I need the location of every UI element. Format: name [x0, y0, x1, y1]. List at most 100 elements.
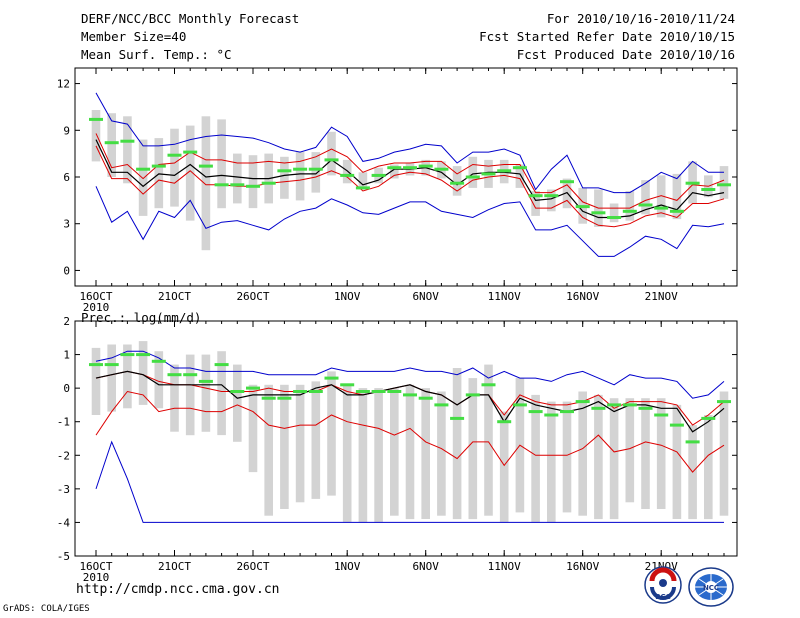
median-mark: [136, 167, 151, 171]
ensemble-box: [468, 378, 478, 520]
median-mark: [403, 393, 417, 397]
ensemble-box: [468, 156, 478, 188]
median-mark: [167, 153, 182, 157]
forecast-period-label: For 2010/10/16-2010/11/24: [546, 11, 735, 26]
median-mark: [324, 158, 339, 162]
ensemble-box: [672, 173, 682, 220]
ensemble-box: [91, 110, 101, 162]
median-mark: [136, 353, 151, 357]
median-mark: [607, 216, 622, 219]
y-tick-label: 9: [63, 124, 70, 137]
median-mark: [308, 167, 323, 171]
y-tick-label: -3: [57, 483, 70, 496]
x-tick-label: 26OCT: [236, 560, 269, 573]
ensemble-box: [217, 351, 226, 436]
ensemble-box: [264, 384, 273, 516]
median-mark: [685, 440, 700, 444]
ensemble-box: [531, 191, 540, 216]
year-label: 2010: [83, 571, 110, 584]
ensemble-box: [248, 384, 258, 473]
median-mark: [622, 403, 637, 407]
median-mark: [512, 403, 527, 407]
ensemble-box: [656, 175, 666, 218]
median-mark: [214, 363, 229, 367]
median-mark: [434, 167, 449, 171]
median-mark: [151, 359, 166, 363]
ensemble-box: [358, 388, 368, 523]
y-tick-label: -4: [57, 516, 71, 529]
ensemble-box: [233, 364, 242, 442]
ensemble-box: [656, 398, 666, 509]
year-label: 2010: [83, 301, 110, 314]
median-mark: [293, 390, 308, 393]
median-mark: [544, 194, 559, 198]
median-mark: [418, 164, 433, 168]
x-tick-label: 21OCT: [158, 560, 191, 573]
forecast-start-label: Fcst Started Refer Date 2010/10/15: [479, 29, 735, 44]
ensemble-box: [311, 381, 321, 499]
median-mark: [528, 410, 543, 414]
median-mark: [638, 406, 653, 410]
ensemble-box: [625, 398, 635, 503]
median-mark: [89, 363, 103, 367]
x-tick-label: 6NOV: [412, 290, 439, 303]
ensemble-box: [280, 384, 289, 509]
median-mark: [183, 373, 198, 377]
y-tick-label: -5: [57, 550, 70, 563]
precip-panel-title: Prec.: log(mm/d): [81, 310, 202, 325]
ensemble-box: [154, 138, 164, 209]
median-mark: [512, 166, 527, 170]
median-mark: [246, 386, 260, 390]
ensemble-box: [672, 404, 682, 519]
median-mark: [387, 390, 402, 393]
x-tick-label: 21OCT: [158, 290, 191, 303]
ensemble-box: [185, 354, 195, 436]
ensemble-box: [547, 189, 556, 212]
median-mark: [717, 183, 731, 187]
ensemble-box: [170, 364, 179, 432]
median-mark: [560, 180, 574, 184]
median-mark: [701, 188, 716, 191]
median-mark: [497, 420, 512, 424]
ensemble-box: [609, 398, 619, 520]
ensemble-box: [547, 401, 556, 523]
grads-credit: GrADS: COLA/IGES: [3, 604, 90, 614]
median-mark: [701, 416, 716, 420]
median-mark: [183, 150, 198, 154]
y-tick-label: -1: [57, 416, 70, 429]
median-mark: [277, 396, 292, 400]
ensemble-box: [107, 113, 116, 177]
ensemble-box: [390, 164, 399, 179]
mean-line: [95, 370, 725, 433]
x-tick-label: 16NOV: [566, 560, 599, 573]
source-url[interactable]: http://cmdp.ncc.cma.gov.cn: [76, 582, 280, 597]
median-mark: [371, 173, 386, 177]
ensemble-box: [515, 164, 525, 188]
min-line: [95, 186, 725, 257]
median-mark: [607, 403, 622, 407]
y-tick-label: -2: [57, 449, 70, 462]
median-mark: [685, 181, 700, 185]
median-mark: [355, 186, 370, 190]
ensemble-box: [201, 354, 211, 432]
ensemble-box: [280, 156, 289, 199]
ensemble-box: [295, 152, 305, 201]
x-tick-label: 1NOV: [334, 290, 361, 303]
ensemble-box: [719, 166, 729, 199]
max-line: [95, 350, 725, 399]
ensemble-box: [154, 351, 164, 409]
y-tick-label: 0: [63, 264, 70, 277]
median-mark: [387, 166, 402, 170]
member-size-label: Member Size=40: [81, 29, 187, 44]
x-tick-label: 1NOV: [334, 560, 361, 573]
ensemble-box: [233, 153, 242, 204]
ensemble-box: [641, 180, 650, 215]
y-tick-label: 1: [63, 349, 70, 362]
median-mark: [198, 379, 213, 383]
ensemble-box: [452, 166, 462, 196]
median-mark: [560, 410, 574, 414]
median-mark: [575, 205, 590, 209]
forecast-produced-label: Fcst Produced Date 2010/10/16: [516, 47, 735, 62]
ensemble-box: [185, 125, 195, 221]
